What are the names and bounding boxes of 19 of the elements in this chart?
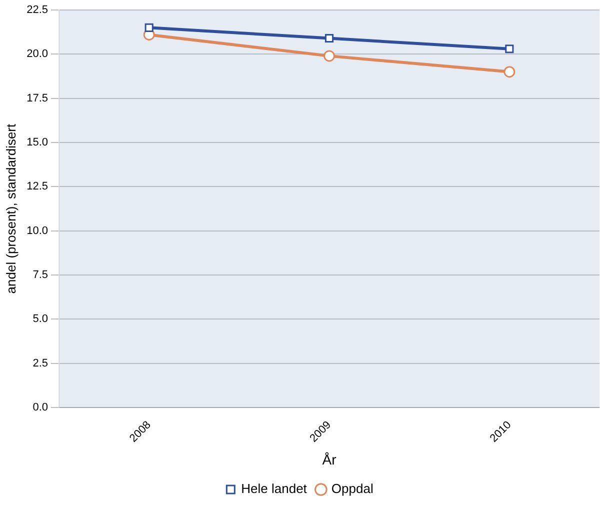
legend-label: Oppdal [331,481,374,496]
y-tick-label: 5.0 [32,313,48,326]
y-tick-label: 22.5 [26,4,48,16]
y-tick-label: 0.0 [32,402,48,414]
y-axis-title: andel (prosent), standardisert [3,123,18,294]
point [324,50,336,62]
y-tick-label: 12.5 [26,180,48,193]
point [505,44,514,54]
y-tick-label: 20.0 [26,48,48,60]
legend-label: Hele landet [241,481,308,496]
x-axis-title: År [322,451,337,468]
y-tick-label: 2.5 [32,357,48,370]
y-tick-label: 7.5 [32,269,48,282]
point [144,23,154,32]
y-tick-label: 10.0 [26,224,48,237]
y-tick-label: 15.0 [26,136,48,149]
y-tick-label: 17.5 [26,92,48,104]
point [324,34,334,43]
point [504,66,516,78]
